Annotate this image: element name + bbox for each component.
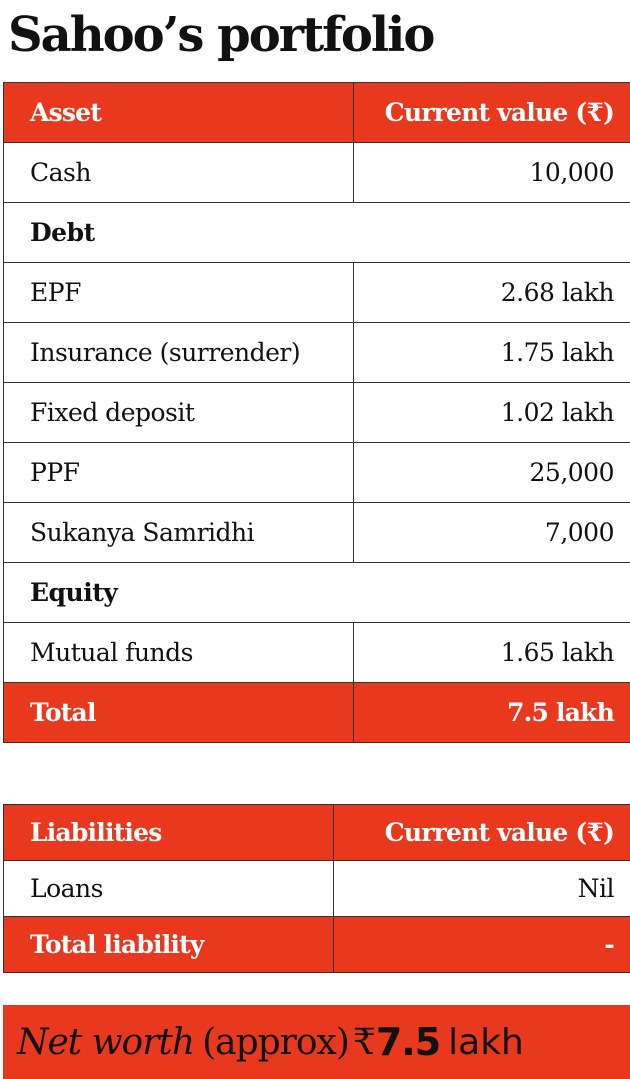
net-worth-label: Net worth: [17, 1021, 195, 1063]
asset-value: 2.68 lakh: [353, 262, 630, 323]
value-column-header: Current value (₹): [353, 82, 630, 143]
liabilities-column-header: Liabilities: [3, 804, 334, 861]
table-row: Mutual funds 1.65 lakh: [3, 622, 630, 683]
asset-value: 10,000: [353, 142, 630, 203]
value-column-header: Current value (₹): [333, 804, 630, 861]
asset-label: Insurance (surrender): [3, 322, 354, 383]
asset-value: 7,000: [353, 502, 630, 563]
rupee-symbol: ₹: [352, 1021, 376, 1063]
table-row: Fixed deposit 1.02 lakh: [3, 382, 630, 443]
total-value: 7.5 lakh: [353, 682, 630, 743]
section-label-debt: Debt: [3, 202, 630, 263]
asset-value: 1.02 lakh: [353, 382, 630, 443]
net-worth-amount: 7.5: [375, 1020, 441, 1064]
net-worth-banner: Net worth (approx) ₹ 7.5 lakh: [3, 1005, 630, 1079]
assets-total-row: Total 7.5 lakh: [3, 682, 630, 743]
liability-value: Nil: [333, 860, 630, 917]
section-label-equity: Equity: [3, 562, 630, 623]
table-row: Cash 10,000: [3, 142, 630, 203]
table-row: Sukanya Samridhi 7,000: [3, 502, 630, 563]
asset-label: Mutual funds: [3, 622, 354, 683]
assets-table: Asset Current value (₹) Cash 10,000 Debt…: [3, 82, 630, 743]
section-row: Equity: [3, 562, 630, 623]
net-worth-unit: lakh: [448, 1021, 524, 1063]
total-liability-value: -: [333, 916, 630, 973]
table-row: EPF 2.68 lakh: [3, 262, 630, 323]
asset-label: Sukanya Samridhi: [3, 502, 354, 563]
asset-column-header: Asset: [3, 82, 354, 143]
total-liability-label: Total liability: [3, 916, 334, 973]
total-label: Total: [3, 682, 354, 743]
liability-label: Loans: [3, 860, 334, 917]
asset-label: EPF: [3, 262, 354, 323]
asset-value: 1.65 lakh: [353, 622, 630, 683]
asset-value: 1.75 lakh: [353, 322, 630, 383]
page-title: Sahoo’s portfolio: [8, 7, 435, 63]
asset-label: Cash: [3, 142, 354, 203]
table-row: Insurance (surrender) 1.75 lakh: [3, 322, 630, 383]
liabilities-table: Liabilities Current value (₹) Loans Nil …: [3, 804, 630, 973]
liabilities-header-row: Liabilities Current value (₹): [3, 804, 630, 861]
section-row: Debt: [3, 202, 630, 263]
net-worth-qualifier: (approx): [202, 1021, 350, 1063]
asset-label: PPF: [3, 442, 354, 503]
asset-label: Fixed deposit: [3, 382, 354, 443]
assets-header-row: Asset Current value (₹): [3, 82, 630, 143]
asset-value: 25,000: [353, 442, 630, 503]
table-row: Loans Nil: [3, 860, 630, 917]
table-row: PPF 25,000: [3, 442, 630, 503]
liabilities-total-row: Total liability -: [3, 916, 630, 973]
